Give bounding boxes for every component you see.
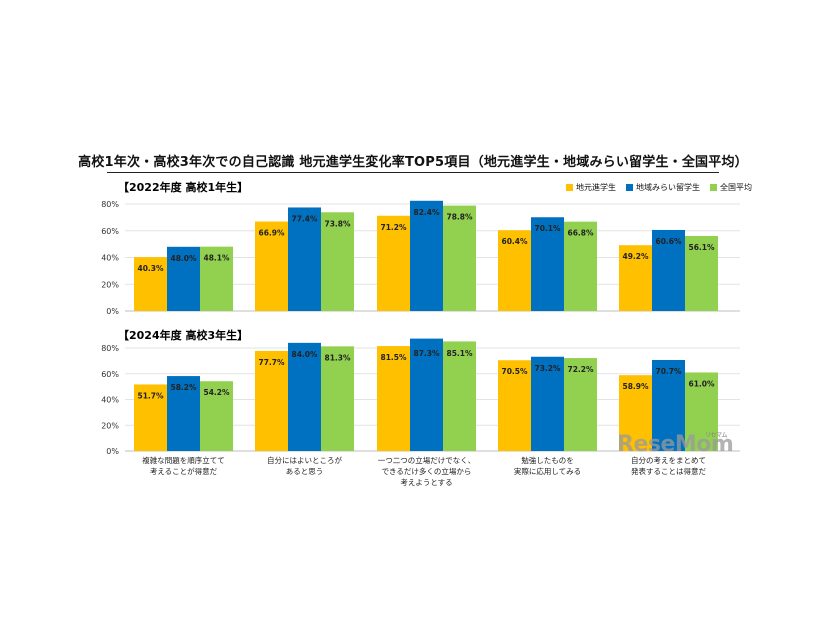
bar-1-2-1 — [321, 346, 354, 451]
value-label-1-2-1: 81.3% — [324, 353, 351, 362]
value-label-1-1-3: 73.2% — [534, 364, 561, 373]
y-tick-label-0-2: 40% — [101, 254, 119, 263]
category-label-1-1: あると思う — [286, 467, 324, 476]
watermark-small-text: リセマム — [705, 432, 728, 439]
value-label-0-2-2: 78.8% — [446, 213, 473, 222]
y-tick-label-0-3: 60% — [101, 227, 119, 236]
legend-item-mirai: 地域みらい留学生 — [626, 182, 700, 193]
category-label-0-1: 考えることが得意だ — [150, 466, 218, 476]
bar-1-1-0 — [167, 376, 200, 451]
y-tick-label-0-1: 20% — [101, 280, 119, 289]
bar-1-0-2 — [377, 346, 410, 451]
bar-1-0-1 — [255, 350, 288, 451]
legend-swatch-local — [566, 184, 573, 191]
bar-0-1-3 — [531, 217, 564, 311]
legend-label-local: 地元進学生 — [576, 183, 616, 192]
bar-0-0-2 — [377, 215, 410, 311]
category-label-4-0: 自分の考えをまとめて — [631, 455, 706, 465]
value-label-1-0-3: 70.5% — [501, 367, 528, 376]
bar-1-1-3 — [531, 356, 564, 451]
legend-swatch-mirai — [626, 184, 633, 191]
bar-0-2-0 — [200, 246, 233, 311]
category-label-2-0: 一つ二つの立場だけでなく、 — [378, 455, 476, 465]
bar-0-2-1 — [321, 212, 354, 311]
value-label-0-0-4: 49.2% — [622, 252, 649, 261]
bar-0-1-2 — [410, 200, 443, 311]
value-label-1-0-0: 51.7% — [137, 391, 164, 400]
bar-1-1-1 — [288, 342, 321, 451]
value-label-1-1-2: 87.3% — [413, 349, 440, 358]
title-underline — [107, 172, 719, 173]
value-label-1-2-3: 72.2% — [567, 365, 594, 374]
bar-1-0-0 — [134, 384, 167, 451]
y-tick-label-1-1: 20% — [101, 421, 119, 430]
panel-title-0: 【2022年度 高校1年生】 — [118, 180, 248, 194]
category-label-3-0: 勉強したものを — [521, 455, 574, 465]
category-label-2-1: できるだけ多くの立場から — [382, 466, 472, 476]
legend-label-national: 全国平均 — [720, 183, 752, 192]
category-label-3-1: 実際に応用してみる — [514, 466, 581, 476]
category-label-4-1: 発表することは得意だ — [631, 466, 706, 476]
bar-1-1-4 — [652, 359, 685, 451]
value-label-0-1-0: 48.0% — [170, 254, 197, 263]
value-label-0-2-3: 66.8% — [567, 229, 594, 238]
y-tick-label-1-0: 0% — [106, 447, 119, 456]
watermark-text: ReseMom — [617, 432, 734, 457]
bar-1-2-0 — [200, 381, 233, 451]
value-label-0-2-1: 73.8% — [324, 219, 351, 228]
panel-title-1: 【2024年度 高校3年生】 — [118, 328, 248, 342]
legend-swatch-national — [710, 184, 717, 191]
bar-0-0-1 — [255, 221, 288, 311]
value-label-0-2-0: 48.1% — [203, 254, 230, 263]
value-label-0-0-1: 66.9% — [258, 229, 285, 238]
watermark-logo: ReseMom リセマム — [617, 432, 734, 457]
legend-label-mirai: 地域みらい留学生 — [636, 183, 700, 192]
chart-title: 高校1年次・高校3年次での自己認識 地元進学生変化率TOP5項目（地元進学生・地… — [78, 155, 748, 170]
value-label-0-1-1: 77.4% — [291, 214, 318, 223]
value-label-1-2-0: 54.2% — [203, 388, 230, 397]
category-label-0-0: 複雑な問題を順序立てて — [142, 455, 225, 465]
category-label-2-2: 考えようとする — [400, 478, 452, 487]
value-label-1-0-2: 81.5% — [380, 353, 407, 362]
value-label-1-0-1: 77.7% — [258, 358, 285, 367]
value-label-0-0-3: 60.4% — [501, 237, 528, 246]
legend: 地元進学生 地域みらい留学生 全国平均 — [566, 182, 752, 193]
value-label-1-1-1: 84.0% — [291, 350, 318, 359]
bar-0-1-4 — [652, 229, 685, 311]
bar-1-2-2 — [443, 341, 476, 451]
y-tick-label-0-0: 0% — [106, 307, 119, 316]
value-label-0-0-2: 71.2% — [380, 223, 407, 232]
category-label-1-0: 自分にはよいところが — [267, 455, 342, 465]
bar-0-2-4 — [685, 235, 718, 311]
legend-item-national: 全国平均 — [710, 182, 752, 193]
bar-0-1-0 — [167, 246, 200, 311]
value-label-1-2-2: 85.1% — [446, 349, 473, 358]
value-label-0-1-4: 60.6% — [655, 237, 682, 246]
legend-item-local: 地元進学生 — [566, 182, 616, 193]
bar-0-0-4 — [619, 245, 652, 311]
bar-0-1-1 — [288, 207, 321, 311]
value-label-1-0-4: 58.9% — [622, 382, 649, 391]
y-tick-label-0-4: 80% — [101, 200, 119, 209]
bar-0-0-3 — [498, 230, 531, 311]
y-tick-label-1-2: 40% — [101, 396, 119, 405]
bar-0-2-3 — [564, 221, 597, 311]
bar-0-2-2 — [443, 205, 476, 311]
y-tick-label-1-4: 80% — [101, 344, 119, 353]
bar-0-0-0 — [134, 257, 167, 311]
value-label-1-1-0: 58.2% — [170, 383, 197, 392]
value-label-1-1-4: 70.7% — [655, 367, 682, 376]
bar-1-1-2 — [410, 338, 443, 451]
value-label-0-2-4: 56.1% — [688, 243, 715, 252]
value-label-1-2-4: 61.0% — [688, 379, 715, 388]
bar-1-2-4 — [685, 372, 718, 451]
value-label-0-1-3: 70.1% — [534, 224, 561, 233]
y-tick-label-1-3: 60% — [101, 370, 119, 379]
value-label-0-0-0: 40.3% — [137, 264, 164, 273]
bar-1-0-4 — [619, 375, 652, 451]
bar-1-2-3 — [564, 358, 597, 451]
value-label-0-1-2: 82.4% — [413, 208, 440, 217]
bar-1-0-3 — [498, 360, 531, 451]
